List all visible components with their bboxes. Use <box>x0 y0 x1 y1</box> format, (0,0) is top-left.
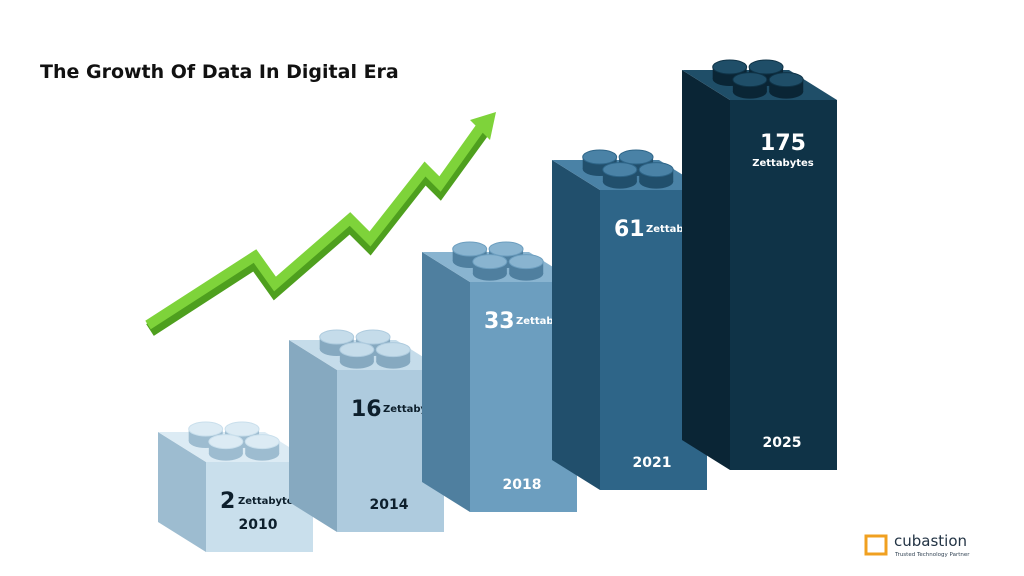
stud-top <box>355 329 391 345</box>
stud-top <box>472 254 508 270</box>
block-side <box>158 432 206 552</box>
stud-top <box>768 72 804 88</box>
block: 16 Zettabytes 2014 <box>289 329 445 532</box>
stud-top <box>375 342 411 358</box>
stud-top <box>508 254 544 270</box>
unit: Zettabytes <box>383 404 445 415</box>
stud-bottom <box>639 174 674 189</box>
unit: Zettabytes <box>646 224 708 235</box>
stud-bottom <box>509 266 544 281</box>
year: 2014 <box>370 497 409 513</box>
stud-top <box>618 149 654 165</box>
value: 175 <box>760 131 806 156</box>
value: 2 <box>220 489 235 514</box>
stud-top <box>244 434 280 450</box>
stud-top <box>732 72 768 88</box>
stud-top <box>748 59 784 75</box>
title: The Growth Of Data In Digital Era <box>40 61 399 83</box>
stud-top <box>224 421 260 437</box>
trend-arrow <box>145 125 485 330</box>
logo-tagline: Trusted Technology Partner <box>894 552 970 558</box>
stud-bottom <box>208 446 243 461</box>
stud-top <box>208 434 244 450</box>
stud-top <box>452 241 488 257</box>
block-front <box>730 100 837 470</box>
block-side <box>682 70 730 470</box>
stud-bottom <box>732 84 767 99</box>
block-side <box>422 252 470 512</box>
year: 2010 <box>239 517 278 533</box>
stud-top <box>602 162 638 178</box>
stud-bottom <box>472 266 507 281</box>
stud-top <box>582 149 618 165</box>
value: 16 <box>351 397 382 422</box>
year: 2021 <box>633 455 672 471</box>
stud-bottom <box>602 174 637 189</box>
stud-top <box>339 342 375 358</box>
stud-bottom <box>245 446 280 461</box>
block-side <box>289 340 337 532</box>
logo: cubastion Trusted Technology Partner <box>864 532 970 558</box>
stud-bottom <box>769 84 804 99</box>
block-side <box>552 160 600 490</box>
trend-arrow-head <box>470 112 496 140</box>
stud-bottom <box>339 354 374 369</box>
stud-top <box>319 329 355 345</box>
logo-name: cubastion <box>894 532 967 550</box>
stud-top <box>488 241 524 257</box>
unit: Zettabytes <box>516 316 578 327</box>
value: 33 <box>484 309 515 334</box>
stud-top <box>712 59 748 75</box>
stud-bottom <box>376 354 411 369</box>
unit: Zettabytes <box>238 496 300 507</box>
stud-top <box>188 421 224 437</box>
block: 175 Zettabytes 2025 <box>682 59 837 470</box>
year: 2025 <box>763 435 802 451</box>
unit: Zettabytes <box>752 158 814 169</box>
stud-top <box>638 162 674 178</box>
year: 2018 <box>503 477 542 493</box>
value: 61 <box>614 217 645 242</box>
logo-icon <box>864 534 888 556</box>
